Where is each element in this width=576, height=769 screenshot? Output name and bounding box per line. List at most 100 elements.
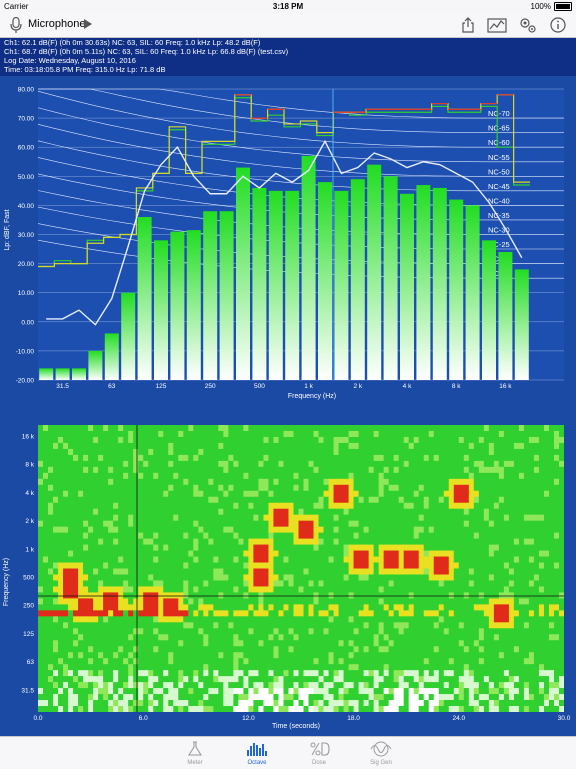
spectrogram-cell xyxy=(218,598,223,604)
spectrogram-cell xyxy=(544,509,549,515)
spectrogram-cell xyxy=(374,634,379,640)
spectrogram-cell xyxy=(424,503,429,509)
spectrogram-cell xyxy=(138,467,143,473)
octave-bar[interactable] xyxy=(334,191,348,380)
spectrogram-cell xyxy=(299,604,304,610)
spectrogram-cell xyxy=(53,551,58,557)
octave-bar[interactable] xyxy=(252,188,266,380)
octave-bar[interactable] xyxy=(367,165,381,380)
octave-bar[interactable] xyxy=(384,176,398,380)
spectrogram-cell xyxy=(384,521,389,527)
spectrogram-cell xyxy=(228,598,233,604)
spectrogram-cell xyxy=(238,473,243,479)
octave-bar[interactable] xyxy=(318,182,332,380)
spectrogram-cell xyxy=(464,515,469,521)
octave-bar[interactable] xyxy=(400,194,414,380)
spectrogram-cell xyxy=(504,545,509,551)
spectrogram-cell xyxy=(53,664,58,670)
spectrogram-cell xyxy=(123,461,128,467)
octave-bar[interactable] xyxy=(105,333,119,380)
spectrogram-cell xyxy=(278,604,283,610)
spectrogram-cell xyxy=(243,425,248,431)
spectrogram-cell xyxy=(148,700,153,706)
octave-bar[interactable] xyxy=(269,191,283,380)
share-icon[interactable] xyxy=(459,16,477,34)
octave-bar[interactable] xyxy=(515,269,529,380)
octave-bar[interactable] xyxy=(466,205,480,380)
spectrogram-cell xyxy=(314,616,319,622)
spectrogram-cell xyxy=(354,664,359,670)
input-source-title[interactable]: Microphone xyxy=(28,18,85,30)
spectrogram-cell xyxy=(404,700,409,706)
octave-bar[interactable] xyxy=(220,211,234,380)
spectrogram-cell xyxy=(379,634,384,640)
octave-bar[interactable] xyxy=(302,156,316,380)
spectrogram-cell xyxy=(263,580,268,586)
spectrogram-cell xyxy=(38,574,43,580)
octave-bar[interactable] xyxy=(170,232,184,380)
spectrogram-cell xyxy=(389,485,394,491)
spectrogram-cell xyxy=(394,604,399,610)
spectrogram-cell xyxy=(148,443,153,449)
octave-bar[interactable] xyxy=(416,185,430,380)
octave-bar[interactable] xyxy=(154,240,168,380)
octave-bar[interactable] xyxy=(72,368,86,380)
octave-bar[interactable] xyxy=(39,368,53,380)
spectrogram-cell xyxy=(479,658,484,664)
octave-y-tick-label: 10.00 xyxy=(18,290,35,297)
spectrogram-cell xyxy=(519,467,524,473)
spectrogram-cell xyxy=(429,574,434,580)
octave-bar[interactable] xyxy=(138,217,152,380)
spectrogram-cell xyxy=(424,664,429,670)
octave-bar[interactable] xyxy=(187,230,201,380)
octave-bar[interactable] xyxy=(482,240,496,380)
octave-bar[interactable] xyxy=(498,252,512,380)
spectrogram-cell xyxy=(203,622,208,628)
spectrogram-cell xyxy=(293,652,298,658)
spectrogram-cell xyxy=(73,664,78,670)
spectrogram-cell xyxy=(288,551,293,557)
spectrogram-cell xyxy=(263,652,268,658)
microphone-icon[interactable] xyxy=(10,17,22,34)
spectrogram-cell xyxy=(499,622,504,628)
spectrogram-cell xyxy=(243,515,248,521)
spectrogram-cell xyxy=(133,676,138,682)
spectrogram-cell xyxy=(354,563,359,569)
spectrogram-cell xyxy=(288,622,293,628)
octave-bar[interactable] xyxy=(203,211,217,380)
spectrogram-cell xyxy=(168,700,173,706)
play-icon[interactable] xyxy=(84,19,92,29)
info-icon[interactable] xyxy=(549,16,567,34)
octave-bar[interactable] xyxy=(285,191,299,380)
octave-bar[interactable] xyxy=(449,200,463,380)
spectrogram-cell xyxy=(278,545,283,551)
spectrogram-cell xyxy=(304,491,309,497)
spectrogram-cell xyxy=(309,425,314,431)
spectrogram-cell xyxy=(178,431,183,437)
spectrogram-cell xyxy=(158,592,163,598)
octave-bar[interactable] xyxy=(121,293,135,380)
octave-bar[interactable] xyxy=(351,179,365,380)
spectrogram-cell xyxy=(68,461,73,467)
spectrogram-cell xyxy=(344,491,349,497)
spectrogram-cell xyxy=(238,658,243,664)
spectrogram-cell xyxy=(148,527,153,533)
graph-icon[interactable] xyxy=(487,16,507,34)
spectrogram-cell xyxy=(314,640,319,646)
octave-chart[interactable]: NC-70NC-65NC-60NC-55NC-50NC-45NC-40NC-35… xyxy=(0,80,576,410)
spectrogram-cell xyxy=(319,455,324,461)
spectrogram-cell xyxy=(464,580,469,586)
octave-bar[interactable] xyxy=(88,351,102,380)
spectrogram-cell xyxy=(424,574,429,580)
spectrogram-cell xyxy=(449,527,454,533)
octave-bar[interactable] xyxy=(236,168,250,380)
octave-bar[interactable] xyxy=(56,368,70,380)
spectrogram-cell xyxy=(133,628,138,634)
settings-icon[interactable] xyxy=(518,16,538,34)
octave-x-tick-label: 125 xyxy=(156,383,167,390)
octave-bar[interactable] xyxy=(433,188,447,380)
spectrogram-cell xyxy=(108,658,113,664)
spectrogram-cell xyxy=(314,604,319,610)
spectrogram-cell xyxy=(509,586,514,592)
